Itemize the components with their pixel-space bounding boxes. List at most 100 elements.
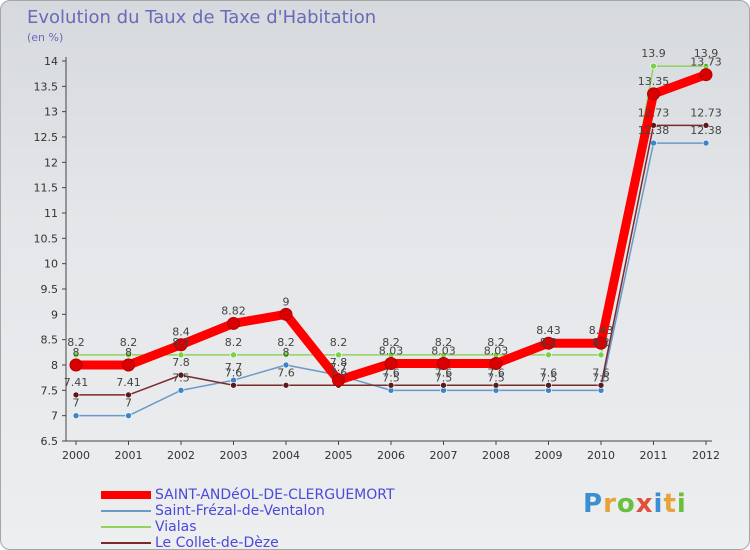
data-label: 7.6 <box>487 366 505 379</box>
data-label: 7.7 <box>330 361 348 374</box>
data-label: 7.5 <box>592 371 610 384</box>
y-tick-label: 10 <box>44 258 58 271</box>
legend-label: Saint-Frézal-de-Ventalon <box>155 503 325 519</box>
legend-swatch <box>101 510 151 512</box>
legend-label: Le Collet-de-Dèze <box>155 535 279 550</box>
data-label: 7.6 <box>540 366 558 379</box>
data-point <box>699 68 713 82</box>
data-point <box>492 381 500 389</box>
data-label: 8.82 <box>221 304 246 317</box>
data-label: 7.5 <box>487 371 505 384</box>
data-label: 8.43 <box>536 324 561 337</box>
data-label: 13.73 <box>690 56 722 69</box>
data-point <box>597 381 605 389</box>
data-point <box>440 381 447 389</box>
data-point <box>125 412 132 419</box>
legend-swatch <box>101 491 151 499</box>
data-point <box>69 358 83 372</box>
y-tick-label: 7 <box>51 410 58 423</box>
y-tick-label: 13 <box>44 106 58 119</box>
legend-swatch <box>101 542 151 544</box>
y-tick-label: 11 <box>44 207 58 220</box>
data-point <box>122 358 135 372</box>
x-tick-label: 2000 <box>62 449 90 462</box>
y-tick-label: 8.5 <box>41 334 59 347</box>
y-tick-label: 12.5 <box>34 131 59 144</box>
data-label: 7.6 <box>382 366 400 379</box>
data-label: 8.2 <box>592 336 610 349</box>
data-point <box>177 371 185 379</box>
data-label: 12.38 <box>638 124 670 137</box>
data-label: 8 <box>125 346 132 359</box>
data-point <box>597 351 605 359</box>
unit-label: (en %) <box>27 31 64 44</box>
data-label: 7.5 <box>382 371 400 384</box>
data-label: 8.2 <box>540 336 558 349</box>
data-label: 7.5 <box>435 371 453 384</box>
data-label: 8.2 <box>382 336 400 349</box>
data-point <box>177 387 185 394</box>
data-point <box>282 351 290 359</box>
data-label: 7.6 <box>592 366 610 379</box>
data-label: 8 <box>73 346 80 359</box>
data-point <box>72 351 80 359</box>
x-tick-label: 2006 <box>377 449 405 462</box>
data-label: 13.9 <box>641 47 666 60</box>
y-tick-label: 6.5 <box>41 435 59 448</box>
x-tick-label: 2009 <box>535 449 563 462</box>
data-label: 7.8 <box>330 356 348 369</box>
data-point <box>279 307 293 321</box>
data-label: 8.2 <box>67 336 85 349</box>
data-point <box>650 139 657 147</box>
data-label: 8.03 <box>431 344 456 357</box>
x-tick-label: 2005 <box>325 449 353 462</box>
data-label: 7.6 <box>330 366 348 379</box>
x-tick-label: 2001 <box>115 449 143 462</box>
x-tick-label: 2007 <box>430 449 458 462</box>
y-tick-label: 8 <box>51 359 58 372</box>
x-tick-label: 2010 <box>587 449 615 462</box>
data-label: 7 <box>125 397 132 410</box>
data-label: 8.03 <box>484 344 509 357</box>
data-label: 7.6 <box>225 366 243 379</box>
y-tick-label: 10.5 <box>34 232 59 245</box>
data-point <box>332 373 345 387</box>
data-point <box>72 412 80 419</box>
data-label: 8.4 <box>172 326 190 339</box>
x-tick-label: 2004 <box>272 449 300 462</box>
data-label: 8.43 <box>589 324 614 337</box>
data-label: 13.35 <box>638 75 670 88</box>
proxiti-logo: Proxiti <box>583 489 687 519</box>
x-tick-label: 2008 <box>482 449 510 462</box>
data-point <box>125 351 132 359</box>
data-label: 7.8 <box>172 356 190 369</box>
data-label: 8.2 <box>172 336 190 349</box>
data-label: 7.41 <box>64 376 89 389</box>
data-label: 8.03 <box>379 344 404 357</box>
chart-title: Evolution du Taux de Taxe d'Habitation <box>27 7 377 28</box>
data-point <box>72 391 80 399</box>
y-tick-label: 12 <box>44 156 58 169</box>
legend-label: SAINT-ANDéOL-DE-CLERGUEMORT <box>155 487 395 503</box>
data-point <box>542 336 555 350</box>
data-label: 8 <box>283 346 290 359</box>
data-point <box>594 336 608 350</box>
data-point <box>227 316 240 330</box>
y-tick-label: 13.5 <box>34 80 59 93</box>
data-label: 7 <box>73 397 80 410</box>
x-tick-label: 2002 <box>167 449 195 462</box>
y-tick-label: 14 <box>44 55 58 68</box>
y-tick-label: 7.5 <box>41 384 59 397</box>
data-label: 8.2 <box>330 336 348 349</box>
data-label: 13.9 <box>694 47 719 60</box>
x-tick-label: 2003 <box>220 449 248 462</box>
data-point <box>177 351 185 359</box>
data-label: 8.2 <box>120 336 138 349</box>
data-point <box>282 381 290 389</box>
data-label: 7.5 <box>540 371 558 384</box>
data-point <box>230 351 237 359</box>
y-tick-label: 9 <box>51 308 58 321</box>
legend-swatch <box>101 526 151 528</box>
data-point <box>335 351 342 359</box>
data-point <box>174 338 188 352</box>
